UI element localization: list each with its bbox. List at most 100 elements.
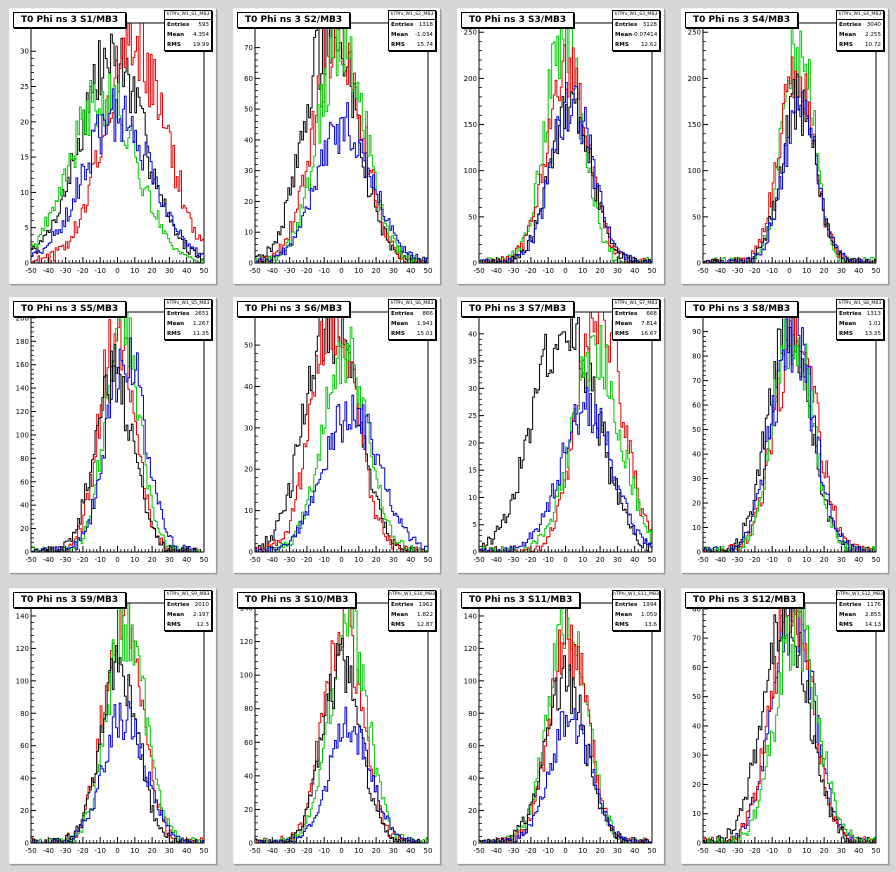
x-tick-label: -40 <box>267 267 278 275</box>
x-tick-label: 40 <box>854 847 863 855</box>
y-tick-label: 20 <box>692 781 701 789</box>
x-tick-label: 10 <box>802 847 811 855</box>
plot-frame <box>30 311 205 553</box>
histogram-title: T0 Phi ns 3 S12/MB3 <box>685 592 805 608</box>
x-tick-label: -20 <box>525 556 536 564</box>
stats-key-entries: Entries <box>839 602 862 608</box>
y-tick-label: 10 <box>468 494 477 502</box>
stats-row-mean: Mean 1.941 <box>389 319 435 329</box>
y-tick-label: 60 <box>20 478 29 486</box>
stats-value-entries: 2010 <box>194 602 209 608</box>
x-tick-label: 20 <box>820 847 829 855</box>
y-tick-label: 40 <box>692 722 701 730</box>
stats-value-entries: 866 <box>422 311 433 317</box>
stats-key-entries: Entries <box>615 311 638 317</box>
stats-row-entries: Entries 593 <box>165 20 211 30</box>
stats-value-mean: 1.01 <box>868 321 881 327</box>
stats-box: hTPhi_W1_S9_MB3 Entries 2010 Mean 2.197 RMS 12… <box>164 590 212 631</box>
histogram-pad: -50 -40 -30 -20 -10 0 10 20 30 40 50 0 50 100 150 200 25… <box>681 8 888 284</box>
stats-key-rms: RMS <box>167 622 181 628</box>
x-tick-label: 30 <box>389 556 398 564</box>
stats-row-entries: Entries 1313 <box>837 309 883 319</box>
stats-value-rms: 15.01 <box>416 331 433 337</box>
stats-row-mean: Mean 1.267 <box>165 319 211 329</box>
stats-box: hTPhi_W1_S2_MB3 Entries 1318 Mean -1.034 RMS 1… <box>388 10 436 51</box>
x-tick-label: -40 <box>267 556 278 564</box>
y-tick-label: 0 <box>249 840 253 848</box>
y-tick-label: 0 <box>249 260 253 268</box>
stats-key-mean: Mean <box>615 612 633 618</box>
y-tick-label: 250 <box>464 29 477 37</box>
histogram-series-blue <box>479 82 653 264</box>
x-tick-label: 40 <box>854 267 863 275</box>
x-tick-label: 40 <box>406 556 415 564</box>
stats-box: hTPhi_W1_S5_MB3 Entries 2651 Mean 1.267 RMS 11… <box>164 299 212 340</box>
histogram-pad: -50 -40 -30 -20 -10 0 10 20 30 40 50 0 10 20 30 40 50 T0 … <box>233 297 440 573</box>
x-tick-label: -50 <box>249 847 260 855</box>
y-tick-label: 160 <box>16 361 29 369</box>
stats-value-mean: 1.267 <box>192 321 209 327</box>
x-tick-label: -10 <box>94 556 105 564</box>
y-tick-label: 0 <box>697 840 701 848</box>
x-tick-label: 30 <box>165 556 174 564</box>
stats-value-entries: 1962 <box>418 602 433 608</box>
x-tick-label: -40 <box>43 847 54 855</box>
stats-value-rms: 12.62 <box>640 42 657 48</box>
x-tick-label: -50 <box>249 556 260 564</box>
stats-row-mean: Mean 1.01 <box>837 319 883 329</box>
y-tick-label: 40 <box>244 772 253 780</box>
stats-key-rms: RMS <box>615 622 629 628</box>
stats-key-rms: RMS <box>391 331 405 337</box>
x-tick-label: -50 <box>697 556 708 564</box>
x-tick-label: 0 <box>115 847 119 855</box>
y-tick-label: 30 <box>468 385 477 393</box>
x-tick-label: 0 <box>563 847 567 855</box>
x-tick-label: 50 <box>872 556 881 564</box>
stats-row-rms: RMS 13.35 <box>837 329 883 339</box>
stats-key-mean: Mean <box>615 321 633 327</box>
y-tick-label: 30 <box>692 475 701 483</box>
x-tick-label: -30 <box>284 556 295 564</box>
histogram-pad: -50 -40 -30 -20 -10 0 10 20 30 40 50 0 10 20 30 40 50 60 7… <box>681 297 888 573</box>
x-tick-label: -30 <box>732 556 743 564</box>
y-tick-label: 80 <box>468 710 477 718</box>
x-tick-label: 40 <box>630 556 639 564</box>
stats-box: hTPhi_W1_S8_MB3 Entries 1313 Mean 1.01 RMS 13.… <box>836 299 884 340</box>
x-tick-label: -10 <box>542 847 553 855</box>
y-tick-label: 20 <box>244 198 253 206</box>
stats-histogram-name: hTPhi_W1_S5_MB3 <box>165 300 211 309</box>
y-tick-label: 0 <box>25 549 29 557</box>
stats-row-mean: Mean -0.07414 <box>613 30 659 40</box>
x-tick-label: 10 <box>802 556 811 564</box>
x-tick-label: -10 <box>318 556 329 564</box>
stats-key-rms: RMS <box>839 331 853 337</box>
x-tick-label: -10 <box>766 556 777 564</box>
x-tick-label: 20 <box>372 847 381 855</box>
stats-row-rms: RMS 12.3 <box>165 620 211 630</box>
x-tick-label: 30 <box>389 847 398 855</box>
histogram-series-blue <box>703 91 876 264</box>
stats-key-rms: RMS <box>167 42 181 48</box>
stats-key-rms: RMS <box>839 42 853 48</box>
x-tick-label: 20 <box>596 556 605 564</box>
stats-value-mean: -0.07414 <box>632 32 658 38</box>
histogram-title: T0 Phi ns 3 S11/MB3 <box>461 592 581 608</box>
y-tick-label: 200 <box>464 75 477 83</box>
x-tick-label: -20 <box>525 847 536 855</box>
x-tick-label: 20 <box>820 556 829 564</box>
stats-box: hTPhi_W1_S6_MB3 Entries 866 Mean 1.941 RMS 15.… <box>388 299 436 340</box>
y-tick-label: 25 <box>20 83 29 91</box>
histogram-series-blue <box>479 708 653 844</box>
y-tick-label: 100 <box>464 677 477 685</box>
x-tick-label: 50 <box>424 556 433 564</box>
x-tick-label: 30 <box>389 267 398 275</box>
x-tick-label: 0 <box>787 267 791 275</box>
y-tick-label: 50 <box>692 693 701 701</box>
stats-row-entries: Entries 2651 <box>165 309 211 319</box>
x-tick-label: -10 <box>94 267 105 275</box>
histogram-series-blue <box>702 311 877 553</box>
stats-key-entries: Entries <box>839 311 862 317</box>
x-tick-label: 50 <box>648 556 657 564</box>
histogram-series-green <box>703 319 876 553</box>
histogram-pad: -50 -40 -30 -20 -10 0 10 20 30 40 50 0 5 10 15 20 25 30 T0… <box>9 8 216 284</box>
